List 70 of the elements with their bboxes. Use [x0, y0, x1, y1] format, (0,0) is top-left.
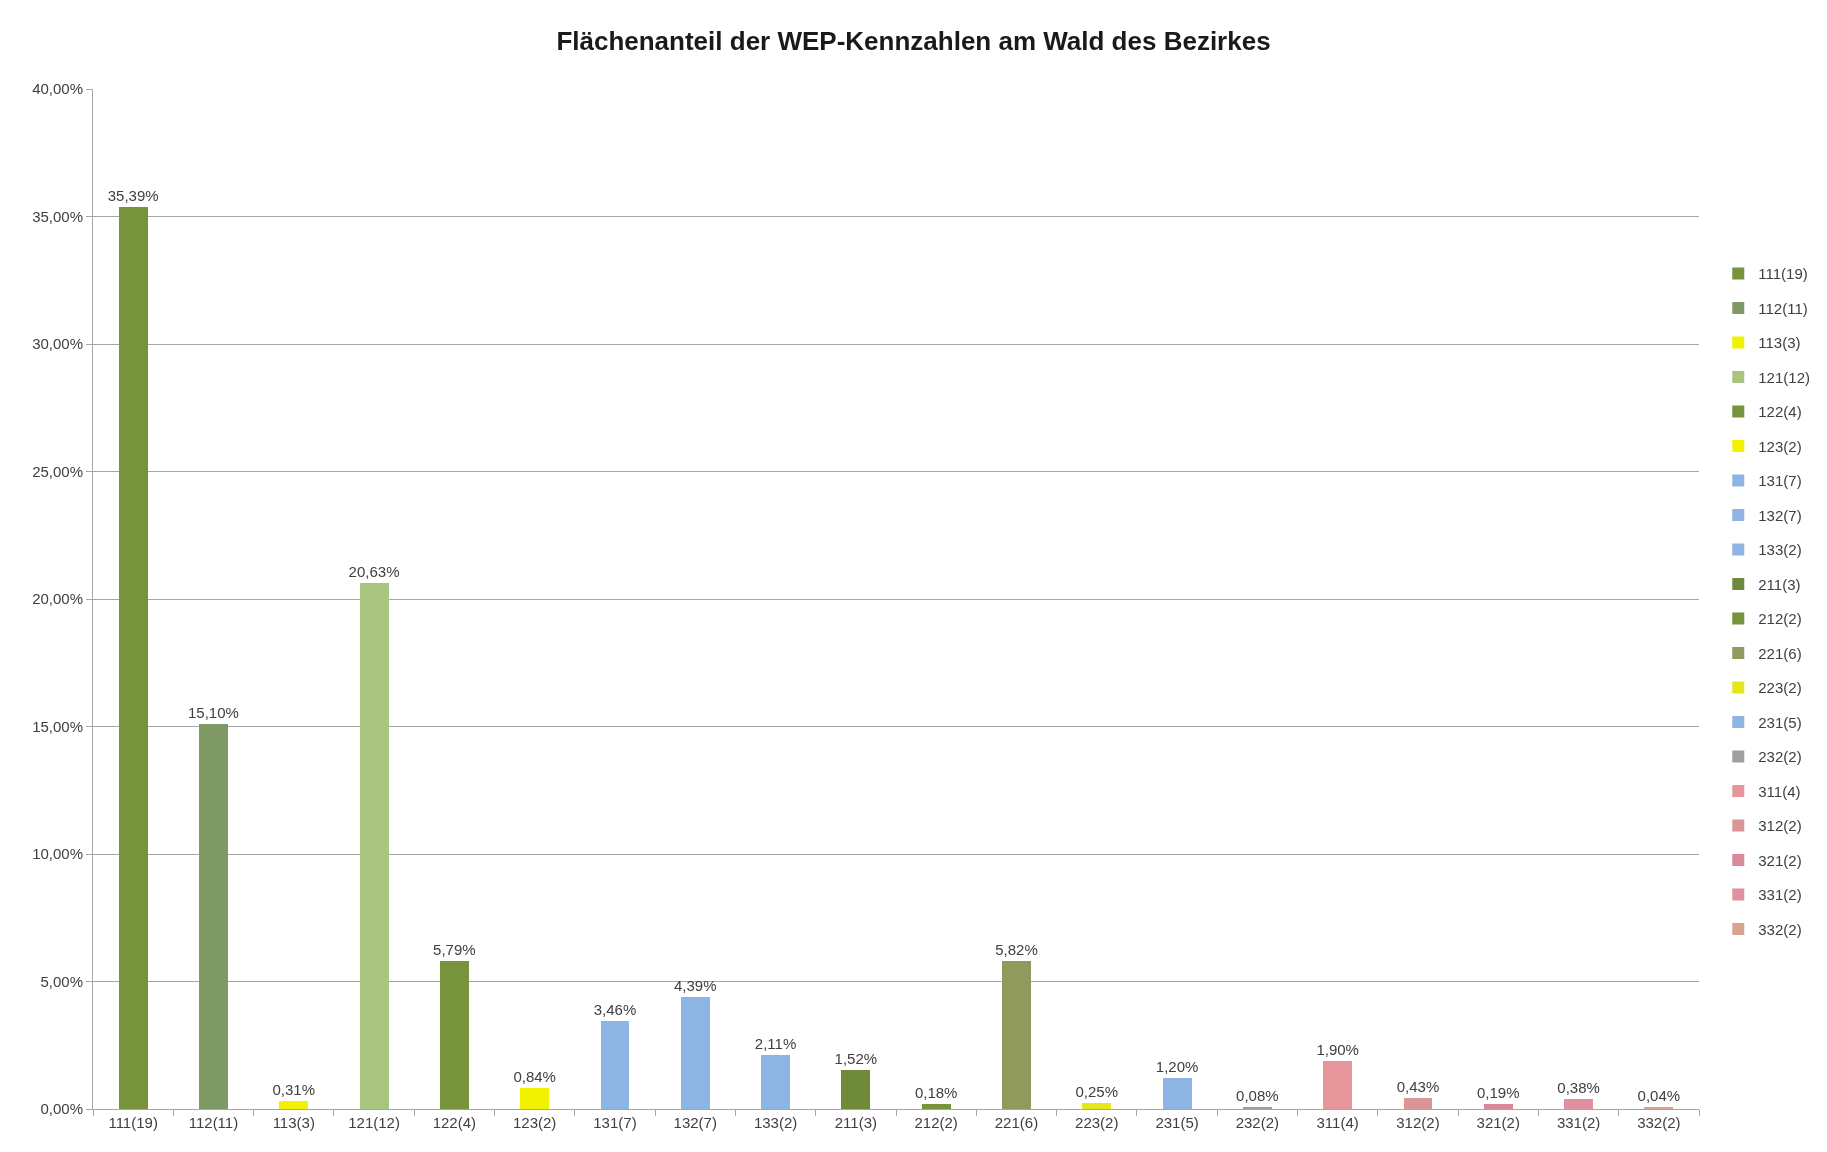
legend-label: 331(2) [1758, 886, 1802, 904]
legend-label: 221(6) [1758, 644, 1802, 662]
x-tick-label: 223(2) [1075, 1114, 1119, 1131]
chart-title: Flächenanteil der WEP-Kennzahlen am Wald des Bezirkes [556, 26, 1271, 57]
x-tick-label: 122(4) [432, 1114, 477, 1131]
data-label: 1,20% [1155, 1058, 1199, 1076]
x-tick-label: 332(2) [1637, 1114, 1681, 1131]
x-tick-label: 121(12) [348, 1114, 400, 1131]
x-tick-label: 123(2) [512, 1114, 557, 1131]
data-label: 4,39% [673, 977, 717, 995]
y-tick-label: 10,00% [32, 845, 83, 863]
data-label: 5,82% [995, 940, 1038, 958]
legend-label: 111(19) [1758, 265, 1808, 283]
legend-label: 332(2) [1758, 920, 1802, 938]
x-tick-label: 232(2) [1235, 1114, 1280, 1131]
data-label: 0,18% [914, 1084, 958, 1102]
legend-label: 212(2) [1758, 610, 1802, 628]
data-label: 1,52% [834, 1050, 878, 1068]
x-tick-label: 113(3) [272, 1114, 315, 1131]
data-label: 0,19% [1476, 1084, 1520, 1102]
y-tick-label: 20,00% [32, 590, 83, 608]
legend-label: 113(3) [1758, 334, 1801, 352]
data-label: 15,10% [188, 703, 239, 721]
y-tick-label: 25,00% [32, 462, 83, 480]
x-tick-label: 212(2) [914, 1114, 958, 1131]
y-tick-label: 40,00% [32, 80, 83, 98]
data-label: 0,43% [1396, 1078, 1440, 1096]
data-label: 0,08% [1236, 1086, 1279, 1104]
legend-label: 231(5) [1758, 713, 1802, 731]
y-tick-label: 30,00% [32, 335, 83, 353]
x-tick-label: 321(2) [1476, 1114, 1520, 1131]
data-label: 3,46% [593, 1000, 637, 1018]
data-label: 35,39% [107, 186, 159, 204]
x-tick-label: 231(5) [1155, 1114, 1199, 1131]
y-tick-label: 5,00% [40, 972, 83, 990]
data-label: 5,79% [433, 941, 476, 959]
y-tick-label: 0,00% [40, 1100, 83, 1118]
data-label: 0,25% [1075, 1082, 1119, 1100]
data-label: 20,63% [348, 562, 400, 580]
legend-label: 133(2) [1758, 541, 1802, 559]
legend-label: 223(2) [1758, 679, 1802, 697]
y-tick-label: 35,00% [32, 207, 83, 225]
x-tick-label: 133(2) [753, 1114, 798, 1131]
legend-label: 132(7) [1758, 506, 1802, 524]
legend-label: 121(12) [1758, 368, 1810, 386]
legend-label: 123(2) [1758, 437, 1802, 455]
x-tick-label: 132(7) [673, 1114, 717, 1131]
x-tick-label: 311(4) [1316, 1114, 1359, 1131]
x-tick-label: 131(7) [593, 1114, 637, 1131]
legend-label: 122(4) [1758, 403, 1802, 421]
legend-label: 131(7) [1758, 472, 1802, 490]
data-label: 0,84% [513, 1067, 556, 1085]
y-tick-label: 15,00% [32, 717, 83, 735]
legend-label: 312(2) [1758, 817, 1802, 835]
x-tick-label: 312(2) [1396, 1114, 1440, 1131]
data-label: 0,38% [1557, 1079, 1600, 1097]
x-tick-label: 211(3) [834, 1114, 877, 1131]
data-label: 2,11% [754, 1035, 797, 1053]
legend-label: 321(2) [1758, 851, 1802, 869]
x-tick-label: 111(19) [108, 1114, 158, 1131]
legend-label: 211(3) [1758, 575, 1801, 593]
data-label: 1,90% [1316, 1040, 1359, 1058]
legend-label: 311(4) [1758, 782, 1801, 800]
data-label: 0,04% [1637, 1087, 1681, 1104]
legend-label: 112(11) [1758, 299, 1808, 317]
x-tick-label: 112(11) [188, 1114, 239, 1131]
data-label: 0,31% [272, 1081, 316, 1099]
x-tick-label: 331(2) [1556, 1114, 1601, 1131]
x-tick-label: 221(6) [994, 1114, 1039, 1131]
legend-label: 232(2) [1758, 748, 1802, 766]
